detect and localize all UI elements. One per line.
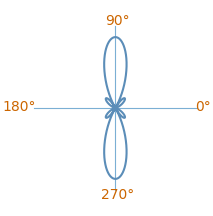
Text: 90°: 90° <box>105 14 130 28</box>
Text: 270°: 270° <box>101 188 134 202</box>
Text: 0°: 0° <box>195 100 211 114</box>
Text: 180°: 180° <box>2 100 36 114</box>
